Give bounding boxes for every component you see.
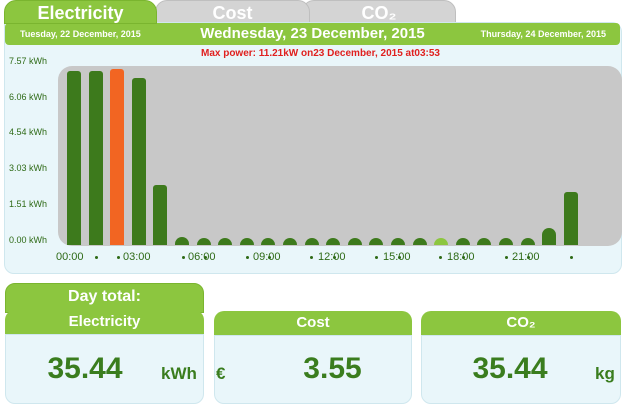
bar-hour-3[interactable]	[131, 78, 146, 245]
co2-total-value: 35.44	[472, 352, 548, 385]
tab-electricity[interactable]: Electricity	[4, 0, 157, 24]
x-tick-dot	[570, 256, 573, 259]
x-tick-label: 12:00	[318, 251, 346, 263]
cost-total-header: Cost	[214, 311, 412, 335]
day-total-header: Day total:	[5, 283, 204, 313]
bar-hour-14[interactable]	[369, 237, 384, 245]
y-tick-label: 6.06 kWh	[9, 92, 48, 102]
bar-hour-18[interactable]	[455, 237, 470, 245]
bar-hour-19[interactable]	[477, 237, 492, 245]
x-tick-dot	[398, 256, 401, 259]
x-tick-dot	[95, 256, 98, 259]
co2-total-card	[421, 335, 621, 404]
x-tick-label: 18:00	[447, 251, 475, 263]
bar-hour-21[interactable]	[520, 237, 535, 245]
electricity-total-value: 35.44	[47, 352, 123, 385]
bar-hour-9[interactable]	[261, 237, 276, 245]
date-bar: Tuesday, 22 December, 2015 Wednesday, 23…	[5, 23, 620, 45]
y-tick-label: 4.54 kWh	[9, 127, 48, 137]
x-tick-dot	[333, 256, 336, 259]
tab-co2[interactable]: CO₂	[302, 0, 456, 24]
y-tick-label: 0.00 kWh	[9, 235, 48, 245]
co2-total-unit: kg	[595, 364, 615, 383]
cost-total-value: 3.55	[303, 352, 362, 385]
x-tick-dot	[246, 256, 249, 259]
x-tick-dot	[462, 256, 465, 259]
y-tick-label: 3.03 kWh	[9, 163, 48, 173]
current-date: Wednesday, 23 December, 2015	[200, 25, 425, 42]
cost-total-card	[214, 335, 412, 404]
bar-hour-0[interactable]	[67, 70, 81, 245]
bar-hour-10[interactable]	[283, 237, 297, 245]
bar-hour-5[interactable]	[175, 236, 189, 245]
co2-total-header: CO₂	[421, 311, 621, 335]
x-tick-dot	[310, 256, 313, 259]
bar-hour-11[interactable]	[304, 237, 319, 245]
x-tick-dot	[439, 256, 442, 259]
bar-hour-15[interactable]	[391, 237, 405, 245]
bar-hour-8[interactable]	[239, 237, 254, 245]
bar-hour-22[interactable]	[542, 228, 557, 245]
x-tick-label: 21:00	[512, 251, 540, 263]
bar-hour-6[interactable]	[196, 237, 211, 245]
x-tick-dot	[182, 256, 185, 259]
bar-hour-7[interactable]	[218, 237, 233, 245]
bar-hour-4[interactable]	[153, 184, 168, 245]
x-tick-label: 09:00	[253, 251, 281, 263]
plot-area	[58, 66, 622, 246]
bar-hour-17[interactable]	[434, 237, 449, 245]
electricity-total-unit: kWh	[161, 364, 197, 383]
next-day-link[interactable]: Thursday, 24 December, 2015	[480, 29, 606, 39]
x-tick-label: 15:00	[383, 251, 411, 263]
x-tick-label: 06:00	[188, 251, 216, 263]
x-tick-dot	[117, 256, 120, 259]
y-tick-label: 7.57 kWh	[9, 56, 48, 66]
cost-total-currency: €	[216, 364, 226, 383]
bar-hour-20[interactable]	[499, 237, 513, 245]
bar-hour-16[interactable]	[412, 237, 427, 245]
x-tick-label: 00:00	[56, 251, 84, 263]
electricity-total-header: Electricity	[5, 310, 204, 334]
bar-hour-23[interactable]	[563, 191, 578, 245]
day-total-label: Day total:	[68, 288, 141, 305]
x-tick-dot	[527, 256, 530, 259]
x-tick-dot	[375, 256, 378, 259]
x-tick-dot	[268, 256, 271, 259]
bar-hour-12[interactable]	[326, 237, 341, 245]
x-tick-dot	[505, 256, 508, 259]
bar-hour-1[interactable]	[88, 70, 103, 245]
max-power-text: Max power: 11.21kW on23 December, 2015 a…	[200, 48, 440, 59]
x-tick-label: 03:00	[123, 251, 151, 263]
x-tick-dot	[204, 256, 207, 259]
y-tick-label: 1.51 kWh	[9, 199, 48, 209]
electricity-total-card	[5, 334, 204, 404]
bar-hour-13[interactable]	[347, 237, 362, 245]
bar-hour-2[interactable]	[110, 68, 125, 245]
prev-day-link[interactable]: Tuesday, 22 December, 2015	[20, 29, 141, 39]
tab-cost[interactable]: Cost	[155, 0, 310, 24]
